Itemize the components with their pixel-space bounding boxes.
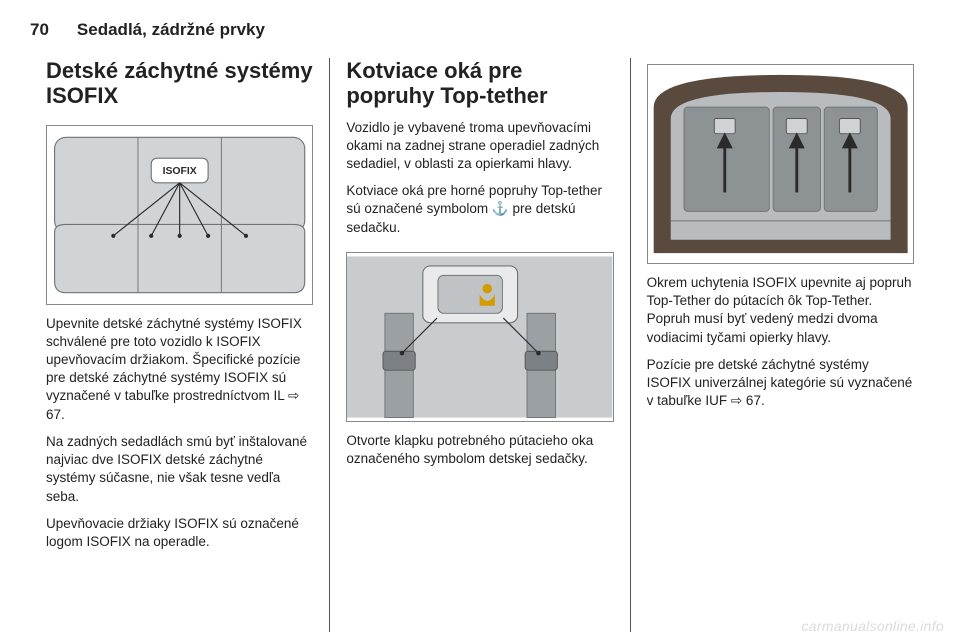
- isofix-label-text: ISOFIX: [163, 166, 197, 177]
- column-1: Detské záchytné systémy ISOFIX ISOFIX: [30, 58, 329, 632]
- col2-text-bottom: Otvorte klapku potrebného pútacieho oka …: [346, 432, 613, 477]
- col3-text: Okrem uchytenia ISOFIX upevnite aj popru…: [647, 274, 914, 420]
- col1-p2: Na zadných sedadlách smú byť inštalované…: [46, 433, 313, 506]
- col1-p1: Upevnite detské záchytné systémy ISOFIX …: [46, 315, 313, 424]
- col2-p3: Otvorte klapku potrebného pútacieho oka …: [346, 432, 613, 468]
- figure-trunk-anchors: [647, 64, 914, 264]
- figure-isofix-seat: ISOFIX: [46, 125, 313, 305]
- content-columns: Detské záchytné systémy ISOFIX ISOFIX: [30, 58, 930, 632]
- col2-p2: Kotviace oká pre horné popruhy Top-tethe…: [346, 182, 613, 237]
- watermark: carmanualsonline.info: [802, 618, 945, 634]
- col3-p2: Pozície pre detské záchytné systémy ISOF…: [647, 356, 914, 411]
- col1-text: Upevnite detské záchytné systémy ISOFIX …: [46, 315, 313, 561]
- col2-text-top: Vozidlo je vybavené troma upevňovacími o…: [346, 119, 613, 246]
- figure-tether-clip: [346, 252, 613, 422]
- page-number: 70: [30, 20, 49, 40]
- column-3: Okrem uchytenia ISOFIX upevnite aj popru…: [630, 58, 930, 632]
- page-header: 70 Sedadlá, zádržné prvky: [30, 20, 930, 40]
- column-2: Kotviace oká pre popruhy Top-tether Vozi…: [329, 58, 629, 632]
- running-title: Sedadlá, zádržné prvky: [77, 20, 265, 40]
- col2-heading: Kotviace oká pre popruhy Top-tether: [346, 58, 613, 109]
- col3-p1: Okrem uchytenia ISOFIX upevnite aj popru…: [647, 274, 914, 347]
- col1-heading: Detské záchytné systémy ISOFIX: [46, 58, 313, 109]
- col2-p1: Vozidlo je vybavené troma upevňovacími o…: [346, 119, 613, 174]
- col1-p3: Upevňovacie držiaky ISOFIX sú označené l…: [46, 515, 313, 551]
